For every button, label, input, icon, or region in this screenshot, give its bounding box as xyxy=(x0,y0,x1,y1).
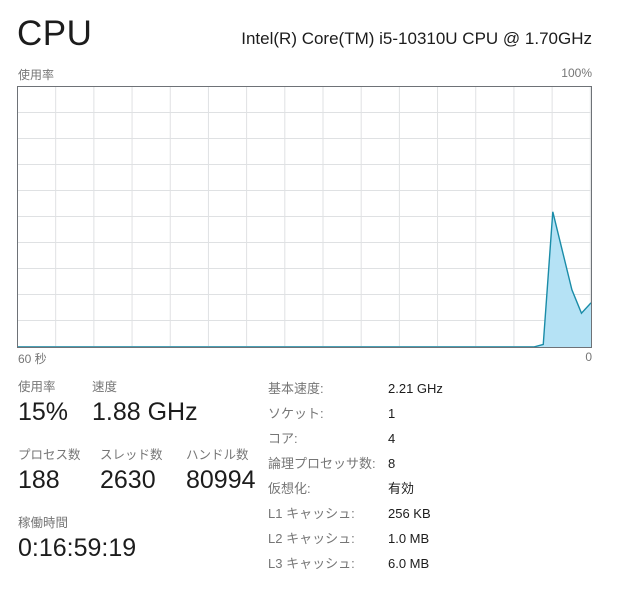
cpu-statistics: 使用率 15% 速度 1.88 GHz プロセス数 188 スレッド数 2630… xyxy=(0,372,620,593)
graph-frame[interactable] xyxy=(17,86,592,348)
stat-processes: プロセス数 188 xyxy=(18,446,81,496)
spec-row: 仮想化: 有効 xyxy=(268,478,598,503)
spec-key: L3 キャッシュ: xyxy=(268,556,355,571)
spec-row: L1 キャッシュ: 256 KB xyxy=(268,503,598,528)
stat-handles-value: 80994 xyxy=(186,466,256,494)
spec-value: 256 KB xyxy=(388,506,431,521)
spec-row: L2 キャッシュ: 1.0 MB xyxy=(268,528,598,553)
spec-value: 1.0 MB xyxy=(388,531,430,546)
stat-utilization: 使用率 15% xyxy=(18,378,68,428)
graph-area-fill xyxy=(18,211,591,347)
spec-key: 基本速度: xyxy=(268,381,324,396)
spec-row: 基本速度: 2.21 GHz xyxy=(268,378,598,403)
stat-speed: 速度 1.88 GHz xyxy=(92,378,198,428)
graph-gridlines xyxy=(18,87,591,347)
graph-axis-label-utilization: 使用率 xyxy=(18,68,55,82)
stat-uptime-label: 稼働時間 xyxy=(18,516,69,530)
graph-axis-label-timespan: 60 秒 xyxy=(18,352,47,366)
stat-speed-value: 1.88 GHz xyxy=(92,398,198,426)
stat-speed-label: 速度 xyxy=(92,380,118,394)
graph-axis-label-max: 100% xyxy=(561,66,592,80)
stat-threads-value: 2630 xyxy=(100,466,156,494)
cpu-header: CPU Intel(R) Core(TM) i5-10310U CPU @ 1.… xyxy=(0,0,620,62)
stat-utilization-value: 15% xyxy=(18,398,69,426)
spec-value: 8 xyxy=(388,456,396,471)
graph-axis-label-zero: 0 xyxy=(585,350,592,364)
spec-row: ソケット: 1 xyxy=(268,403,598,428)
cpu-specifications: 基本速度: 2.21 GHz ソケット: 1 コア: 4 論理プロセッサ数: 8 仮想化: 有効 L… xyxy=(268,378,598,578)
stat-threads: スレッド数 2630 xyxy=(100,446,163,496)
stat-processes-label: プロセス数 xyxy=(18,448,81,462)
spec-key: 仮想化: xyxy=(268,481,311,496)
spec-value: 4 xyxy=(388,431,396,446)
spec-key: 論理プロセッサ数: xyxy=(268,456,376,471)
graph-line xyxy=(18,211,591,347)
stat-utilization-label: 使用率 xyxy=(18,380,56,394)
cpu-model-name: Intel(R) Core(TM) i5-10310U CPU @ 1.70GH… xyxy=(241,29,592,48)
spec-key: L1 キャッシュ: xyxy=(268,506,355,521)
spec-row: コア: 4 xyxy=(268,428,598,453)
spec-value: 6.0 MB xyxy=(388,556,430,571)
stat-handles: ハンドル数 80994 xyxy=(186,446,256,496)
spec-value: 2.21 GHz xyxy=(388,381,443,396)
stat-uptime: 稼働時間 0:16:59:19 xyxy=(18,514,136,564)
spec-row: 論理プロセッサ数: 8 xyxy=(268,453,598,478)
spec-key: L2 キャッシュ: xyxy=(268,531,355,546)
stat-uptime-value: 0:16:59:19 xyxy=(18,534,137,562)
graph-plot-area xyxy=(18,211,591,347)
spec-row: L3 キャッシュ: 6.0 MB xyxy=(268,553,598,578)
stat-threads-label: スレッド数 xyxy=(100,448,163,462)
stat-processes-value: 188 xyxy=(18,466,60,494)
spec-key: コア: xyxy=(268,431,298,446)
spec-value: 有効 xyxy=(388,481,415,496)
page-title: CPU xyxy=(17,14,93,53)
spec-value: 1 xyxy=(388,406,396,421)
stat-handles-label: ハンドル数 xyxy=(186,448,249,462)
spec-key: ソケット: xyxy=(268,406,324,421)
